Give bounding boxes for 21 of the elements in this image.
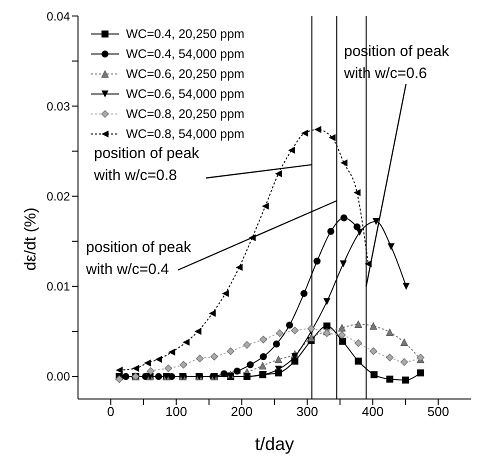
legend-label: WC=0.6, 20,250 ppm xyxy=(126,66,244,83)
x-tick-label: 400 xyxy=(362,404,384,420)
annotation: position of peak with w/c=0.8 xyxy=(93,145,200,184)
y-axis-title: dε/dt (%) xyxy=(22,208,40,271)
x-tick-label: 300 xyxy=(296,404,318,420)
y-tick-label: 0.00 xyxy=(46,370,70,384)
legend-label: WC=0.8, 54,000 ppm xyxy=(126,126,244,143)
y-tick-label: 0.04 xyxy=(46,9,70,24)
legend-label: WC=0.8, 20,250 ppm xyxy=(126,106,244,123)
x-tick-label: 100 xyxy=(165,404,188,420)
legend-label: WC=0.4, 20,250 ppm xyxy=(126,26,244,43)
y-tick-label: 0.02 xyxy=(46,189,70,204)
y-tick-label: 0.01 xyxy=(46,280,70,294)
legend-label: WC=0.6, 54,000 ppm xyxy=(126,86,244,103)
annotation: position of peak with w/c=0.4 xyxy=(85,239,192,278)
x-tick-label: 200 xyxy=(230,404,253,420)
x-tick-label: 0 xyxy=(107,404,114,420)
x-tick-label: 500 xyxy=(427,404,450,420)
x-axis-title: t/day xyxy=(254,434,294,454)
legend-label: WC=0.4, 54,000 ppm xyxy=(126,46,244,63)
y-tick-label: 0.03 xyxy=(46,99,70,114)
